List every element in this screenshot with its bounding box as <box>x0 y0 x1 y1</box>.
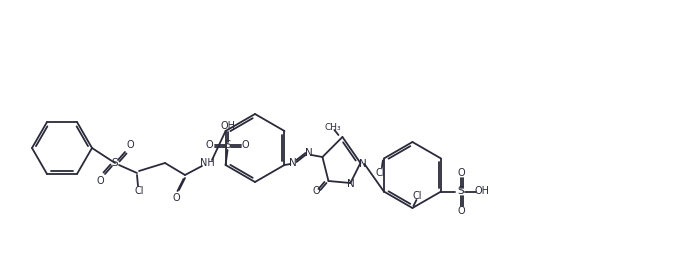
Text: OH: OH <box>220 121 235 131</box>
Text: O: O <box>127 140 134 150</box>
Text: Cl: Cl <box>134 186 144 196</box>
Text: O: O <box>206 140 213 150</box>
Text: S: S <box>112 158 118 168</box>
Text: O: O <box>457 205 465 215</box>
Text: O: O <box>242 140 250 150</box>
Text: NH: NH <box>200 158 215 168</box>
Text: O: O <box>457 167 465 177</box>
Text: N: N <box>359 159 366 169</box>
Text: N: N <box>289 158 296 168</box>
Text: CH₃: CH₃ <box>324 122 341 131</box>
Text: S: S <box>458 186 464 196</box>
Text: O: O <box>172 193 180 203</box>
Text: N: N <box>305 148 312 158</box>
Text: Cl: Cl <box>413 191 422 201</box>
Text: Cl: Cl <box>375 167 384 177</box>
Text: N: N <box>347 179 354 189</box>
Text: OH: OH <box>474 186 489 196</box>
Text: O: O <box>313 186 320 196</box>
Text: O: O <box>96 176 104 186</box>
Text: S: S <box>224 140 231 150</box>
